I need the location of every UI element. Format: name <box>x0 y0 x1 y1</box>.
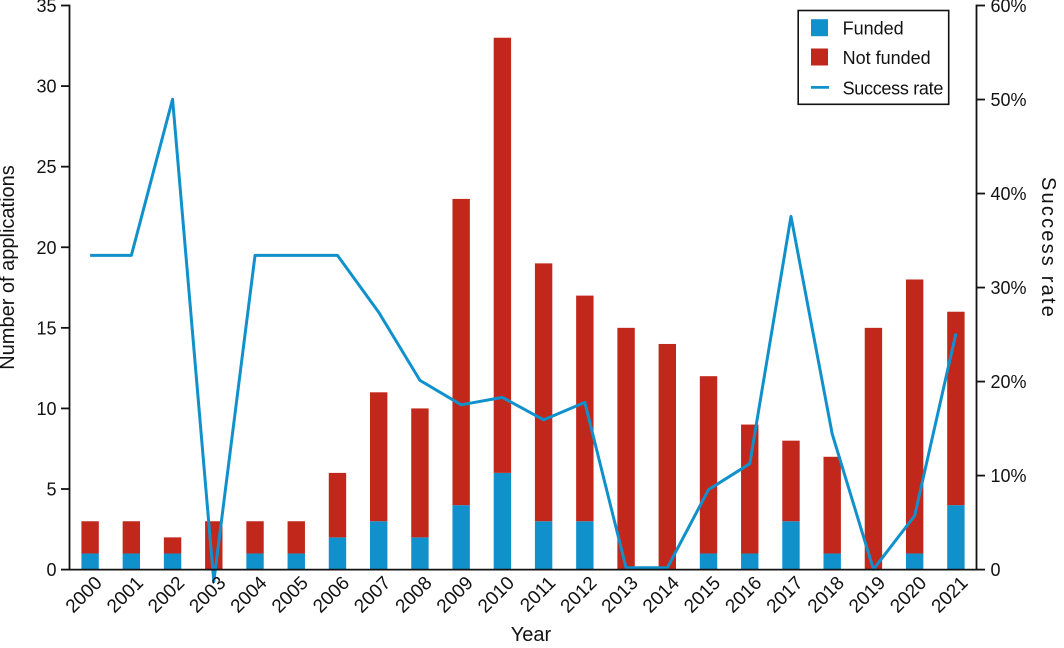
svg-text:Number of applications: Number of applications <box>0 165 19 370</box>
svg-text:50%: 50% <box>991 90 1027 110</box>
svg-text:Success rate: Success rate <box>843 78 944 98</box>
svg-text:Funded: Funded <box>843 19 904 39</box>
svg-text:5: 5 <box>46 480 56 500</box>
svg-text:30: 30 <box>36 77 56 97</box>
svg-text:30%: 30% <box>991 278 1027 298</box>
svg-text:60%: 60% <box>991 0 1027 16</box>
svg-text:25: 25 <box>36 157 56 177</box>
svg-text:Success rate: Success rate <box>1037 177 1059 319</box>
svg-text:10: 10 <box>36 399 56 419</box>
svg-text:15: 15 <box>36 318 56 338</box>
svg-text:35: 35 <box>36 0 56 16</box>
svg-text:Year: Year <box>511 624 552 643</box>
svg-text:20: 20 <box>36 238 56 258</box>
svg-text:Not funded: Not funded <box>843 48 931 68</box>
svg-text:40%: 40% <box>991 184 1027 204</box>
svg-text:0: 0 <box>991 560 1001 580</box>
svg-text:20%: 20% <box>991 372 1027 392</box>
svg-text:10%: 10% <box>991 466 1027 486</box>
svg-text:0: 0 <box>46 560 56 580</box>
